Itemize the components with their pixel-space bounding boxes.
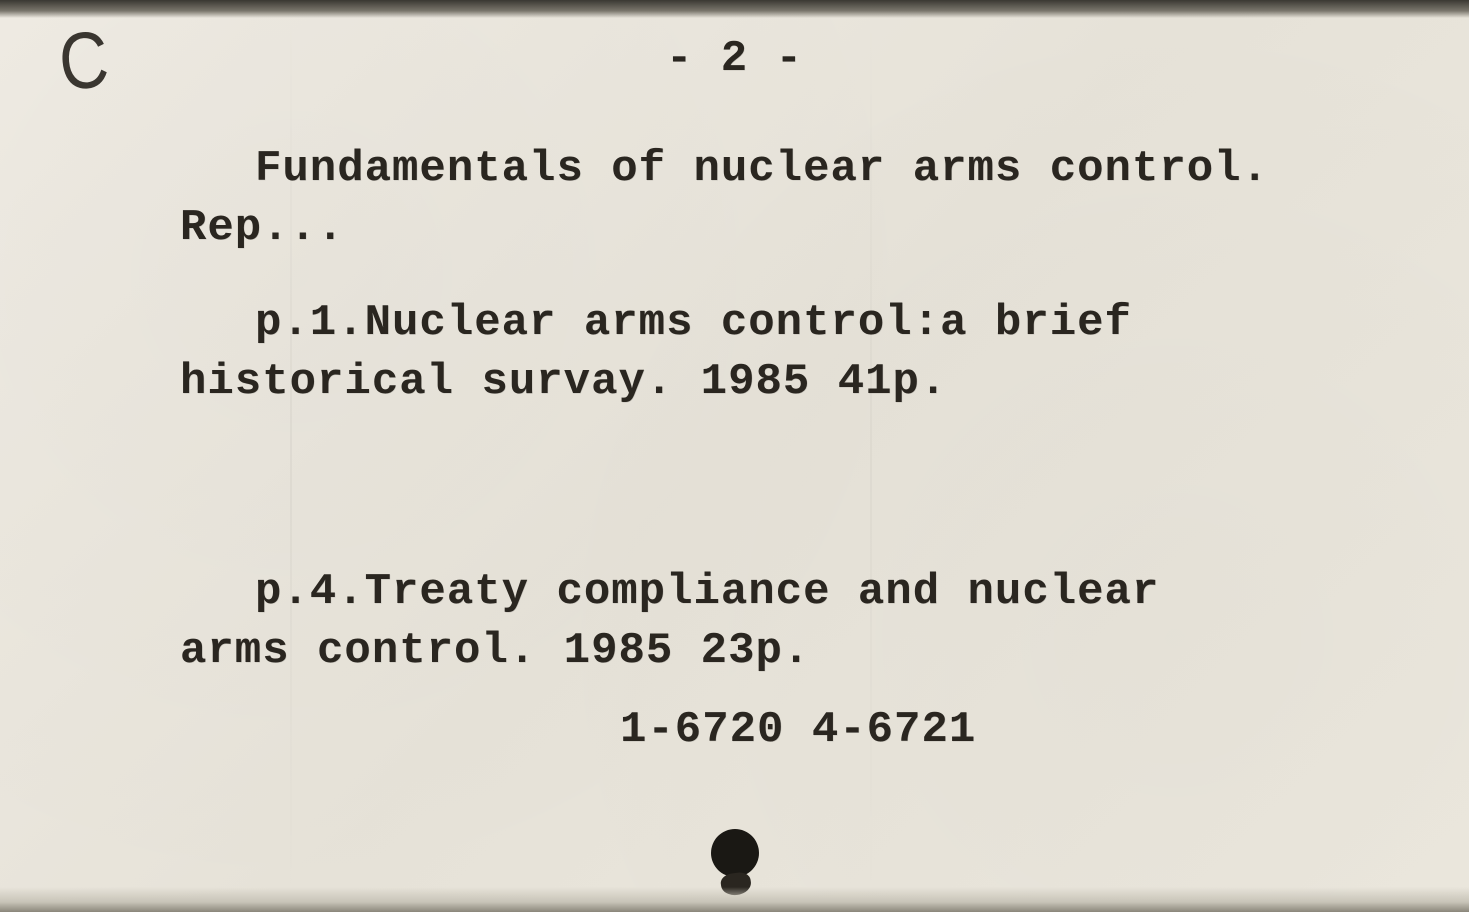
section-p4-line-1: p.4.Treaty compliance and nuclear xyxy=(180,563,1429,622)
punch-hole-icon xyxy=(711,829,759,877)
title-block: Fundamentals of nuclear arms control. Re… xyxy=(180,140,1429,259)
reference-numbers: 1-6720 4-6721 xyxy=(180,701,1429,760)
section-p1-line-1: p.1.Nuclear arms control:a brief xyxy=(180,294,1429,353)
bottom-edge-shadow xyxy=(0,887,1469,912)
section-p1: p.1.Nuclear arms control:a brief histori… xyxy=(180,294,1429,413)
top-edge-shadow xyxy=(0,0,1469,18)
title-line-1: Fundamentals of nuclear arms control. xyxy=(180,140,1429,199)
handwritten-annotation: C xyxy=(55,13,110,109)
section-p1-line-2: historical survay. 1985 41p. xyxy=(180,353,1429,412)
section-p4: p.4.Treaty compliance and nuclear arms c… xyxy=(180,563,1429,682)
page-number: - 2 - xyxy=(666,30,803,89)
catalog-card: C - 2 - Fundamentals of nuclear arms con… xyxy=(0,0,1469,912)
section-p4-line-2: arms control. 1985 23p. xyxy=(180,622,1429,681)
title-line-2: Rep... xyxy=(180,199,1429,258)
card-content: Fundamentals of nuclear arms control. Re… xyxy=(180,140,1429,761)
